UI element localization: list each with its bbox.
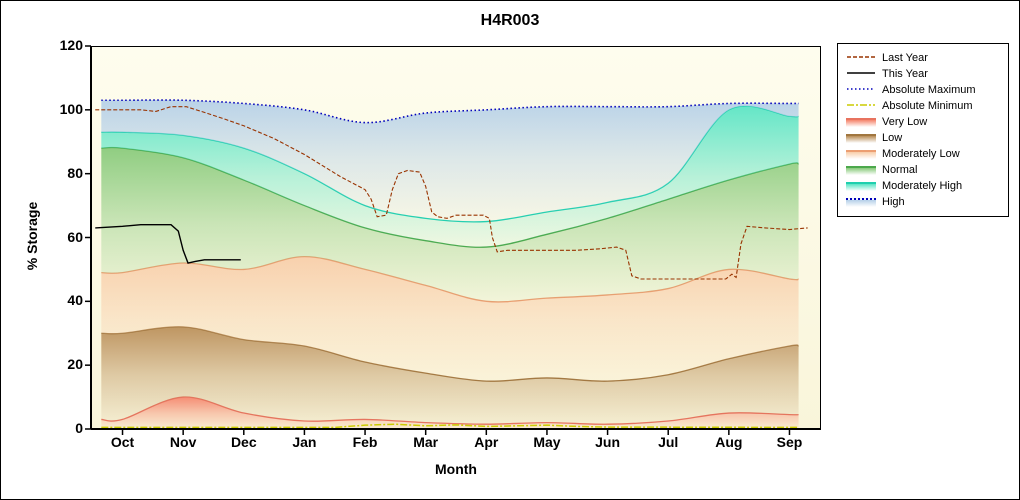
legend-label: This Year <box>882 68 928 80</box>
legend-label: Normal <box>882 164 918 176</box>
legend-label: Very Low <box>882 116 928 128</box>
legend-item-moderately-low: Moderately Low <box>846 146 1000 162</box>
y-tick-label: 60 <box>67 228 83 245</box>
x-tick-label: Jan <box>292 434 317 450</box>
series-absolute-minimum <box>101 423 799 429</box>
legend-item-very-low: Very Low <box>846 114 1000 130</box>
y-tick-label: 80 <box>67 164 83 181</box>
legend-box: Last Year This Year Absolute Maximum Absolu… <box>837 43 1009 217</box>
x-tick-label: Feb <box>352 434 378 450</box>
band-very-low <box>101 397 799 429</box>
legend-sample-low <box>846 133 876 143</box>
legend-item-low: Low <box>846 130 1000 146</box>
legend-label: Moderately High <box>882 180 963 192</box>
x-tick-label: Nov <box>169 434 197 450</box>
y-tick-label: 120 <box>59 37 83 53</box>
legend-item-absolute-maximum: Absolute Maximum <box>846 82 1000 98</box>
band-edge-low <box>101 326 799 382</box>
series-last-year <box>95 106 808 280</box>
x-axis-label: Month <box>435 461 477 477</box>
legend-sample-normal <box>846 165 876 175</box>
legend-sample-absolute-minimum <box>846 97 876 115</box>
x-tick-label: Aug <box>715 434 743 450</box>
legend-label: Moderately Low <box>882 148 960 160</box>
legend-label: Low <box>882 132 903 144</box>
x-tick-label: Jun <box>595 434 620 450</box>
x-tick-label: Oct <box>110 434 135 450</box>
chart-title: H4R003 <box>480 12 540 29</box>
x-tick-label: Sep <box>776 434 803 450</box>
x-tick-label: Apr <box>474 434 499 450</box>
x-tick-label: Mar <box>413 434 439 450</box>
y-tick-label: 40 <box>67 292 83 309</box>
x-tick-label: Dec <box>230 434 257 450</box>
x-tick-label: May <box>533 434 561 450</box>
y-tick-label: 20 <box>67 356 83 373</box>
legend-sample-moderately-low <box>846 149 876 159</box>
x-tick-label: Jul <box>658 434 679 450</box>
band-normal <box>101 147 799 302</box>
band-high <box>101 100 799 222</box>
legend-item-absolute-minimum: Absolute Minimum <box>846 98 1000 114</box>
legend-label: Absolute Minimum <box>882 100 973 112</box>
band-moderately-low <box>101 256 799 382</box>
legend-sample-high <box>846 197 876 207</box>
legend-label: Absolute Maximum <box>882 84 976 96</box>
y-tick-label: 100 <box>59 100 83 117</box>
legend-label: High <box>882 196 905 208</box>
series-this-year <box>95 224 241 264</box>
band-moderately-high <box>101 105 799 248</box>
legend-sample-absolute-maximum <box>846 81 876 99</box>
legend-item-last-year: Last Year <box>846 50 1000 66</box>
legend-label: Last Year <box>882 52 928 64</box>
legend-item-this-year: This Year <box>846 66 1000 82</box>
y-tick-label: 0 <box>75 420 83 436</box>
legend-sample-this-year <box>846 65 876 83</box>
band-low <box>101 326 799 425</box>
legend-item-normal: Normal <box>846 162 1000 178</box>
legend-sample-very-low <box>846 117 876 127</box>
y-axis-label: % Storage <box>24 201 40 271</box>
legend-sample-last-year <box>846 49 876 67</box>
plot-area <box>85 45 821 435</box>
legend-sample-moderately-high <box>846 181 876 191</box>
legend-item-high: High <box>846 194 1000 210</box>
series-absolute-maximum <box>101 99 799 124</box>
legend-item-moderately-high: Moderately High <box>846 178 1000 194</box>
